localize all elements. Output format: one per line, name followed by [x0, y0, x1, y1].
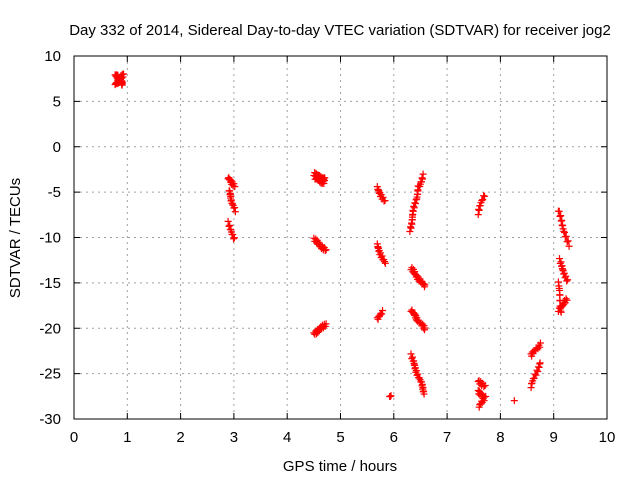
data-point [480, 397, 488, 405]
data-point [562, 232, 570, 240]
x-tick-labels: 0 1 2 3 4 5 6 7 8 9 10 [70, 429, 616, 446]
data-point [480, 192, 488, 200]
data-point [534, 368, 542, 376]
data-point [481, 192, 489, 200]
data-point [378, 310, 386, 318]
y-tick-label: 5 [53, 93, 61, 110]
data-point [386, 393, 394, 401]
x-axis-label: GPS time / hours [283, 458, 397, 475]
data-point [475, 387, 483, 395]
data-point [478, 197, 486, 205]
data-point [378, 252, 386, 260]
y-axis-label: SDTVAR / TECUs [7, 178, 24, 298]
data-point [556, 255, 564, 263]
data-point [379, 307, 387, 315]
data-point [481, 381, 489, 389]
data-point [413, 272, 421, 280]
x-tick-label: 2 [176, 429, 184, 446]
data-point [381, 197, 389, 205]
data-point [421, 324, 429, 332]
data-point [406, 228, 414, 236]
data-point [224, 217, 232, 225]
data-point [532, 371, 540, 379]
x-tick-label: 8 [496, 429, 504, 446]
data-point [229, 235, 237, 243]
data-point [407, 350, 415, 358]
y-tick-label: -10 [39, 230, 61, 247]
data-point [230, 234, 238, 242]
data-point [565, 242, 573, 250]
y-tick-label: 10 [44, 48, 61, 65]
data-point [118, 74, 126, 82]
data-point [560, 269, 568, 277]
x-tick-label: 10 [599, 429, 616, 446]
data-point [381, 259, 389, 267]
x-tick-label: 6 [390, 429, 398, 446]
data-point [564, 276, 572, 284]
x-tick-label: 1 [123, 429, 131, 446]
y-tick-label: -5 [48, 184, 61, 201]
y-tick-label: -15 [39, 275, 61, 292]
data-point [536, 359, 544, 367]
data-point [536, 343, 544, 351]
data-point [322, 320, 330, 328]
data-point [231, 183, 239, 191]
data-point [408, 264, 416, 272]
chart-title: Day 332 of 2014, Sidereal Day-to-day VTE… [69, 22, 611, 39]
x-tick-label: 0 [70, 429, 78, 446]
data-point [231, 204, 239, 212]
data-point [120, 70, 128, 78]
data-point [410, 204, 418, 212]
data-point [564, 237, 572, 245]
data-point [563, 238, 571, 246]
y-tick-label: -20 [39, 320, 61, 337]
y-tick-label: -25 [39, 366, 61, 383]
y-tick-label: 0 [53, 139, 61, 156]
data-point [412, 367, 420, 375]
x-tick-label: 4 [283, 429, 291, 446]
data-point [228, 200, 236, 208]
data-points [111, 70, 573, 411]
data-point [419, 320, 427, 328]
data-point [387, 392, 395, 400]
data-point [231, 208, 239, 216]
x-tick-label: 7 [443, 429, 451, 446]
data-point [420, 390, 428, 398]
data-point [320, 179, 328, 187]
data-point [536, 339, 544, 347]
gridlines [74, 56, 607, 419]
data-point [322, 246, 330, 254]
data-point [319, 178, 327, 186]
data-point [321, 247, 329, 255]
data-point [226, 221, 234, 229]
x-tick-label: 5 [336, 429, 344, 446]
data-point [475, 377, 483, 385]
data-point [560, 227, 568, 235]
data-point [555, 207, 563, 215]
data-point [556, 212, 564, 220]
data-point [374, 315, 382, 323]
x-tick-label: 3 [230, 429, 238, 446]
data-point [411, 200, 419, 208]
data-point [411, 199, 419, 207]
data-point [419, 170, 427, 178]
data-point [562, 295, 570, 303]
y-tick-label: -30 [39, 411, 61, 428]
data-point [480, 383, 488, 391]
data-point [409, 353, 417, 361]
data-point [560, 228, 568, 236]
data-point [563, 277, 571, 285]
data-point [562, 272, 570, 280]
data-point [563, 296, 571, 304]
y-tick-labels: 10 5 0 -5 -10 -15 -20 -25 -30 [39, 48, 61, 428]
data-point [421, 281, 429, 289]
data-point [376, 249, 384, 257]
data-point [510, 397, 518, 405]
x-tick-label: 9 [550, 429, 558, 446]
axis-ticks [73, 55, 608, 420]
data-point [414, 370, 422, 378]
data-point [229, 231, 237, 239]
